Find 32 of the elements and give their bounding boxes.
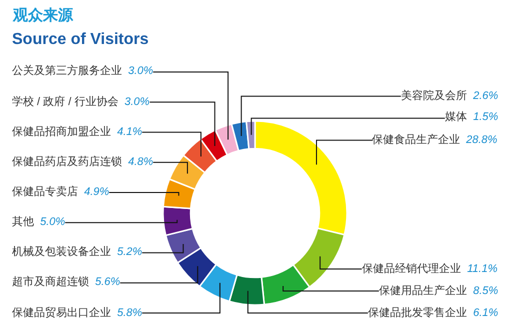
slice-label: 美容院及会所	[401, 90, 467, 102]
slice-label: 保健品经销代理企业	[362, 263, 461, 275]
data-label: 1.5%	[473, 111, 498, 123]
chart-title: 观众来源	[12, 7, 74, 24]
data-label: 28.8%	[465, 134, 498, 146]
data-label: 5.2%	[117, 246, 142, 258]
slice-label: 超市及商超连锁	[12, 276, 89, 288]
chart-subtitle: Source of Visitors	[12, 31, 149, 48]
data-label: 5.8%	[117, 307, 142, 319]
data-label: 6.1%	[473, 307, 498, 319]
data-label: 2.6%	[472, 90, 498, 102]
data-label: 8.5%	[473, 285, 498, 297]
data-label: 4.9%	[84, 186, 110, 198]
slice-label: 保健品专卖店	[12, 186, 78, 198]
data-label: 3.0%	[124, 96, 150, 108]
data-label: 4.1%	[117, 126, 142, 138]
slice-label: 保健品药店及药店连锁	[12, 156, 122, 168]
slice-label: 其他	[12, 216, 34, 228]
slice-label: 保健食品生产企业	[372, 134, 460, 146]
data-label: 4.8%	[128, 156, 154, 168]
slice-label: 公关及第三方服务企业	[12, 65, 122, 77]
slice-label: 学校 / 政府 / 行业协会	[12, 96, 118, 108]
slice-label: 保健品贸易出口企业	[12, 307, 111, 319]
slice-label: 保健用品生产企业	[379, 285, 467, 297]
slice-label: 机械及包装设备企业	[12, 246, 111, 258]
data-label: 5.0%	[40, 216, 66, 228]
slice-label: 媒体	[445, 111, 467, 123]
data-label: 11.1%	[467, 263, 498, 275]
slice-label: 保健品批发零售企业	[368, 307, 467, 319]
data-label: 5.6%	[95, 276, 120, 288]
data-label: 3.0%	[128, 65, 154, 77]
slice-label: 保健品招商加盟企业	[12, 126, 111, 138]
